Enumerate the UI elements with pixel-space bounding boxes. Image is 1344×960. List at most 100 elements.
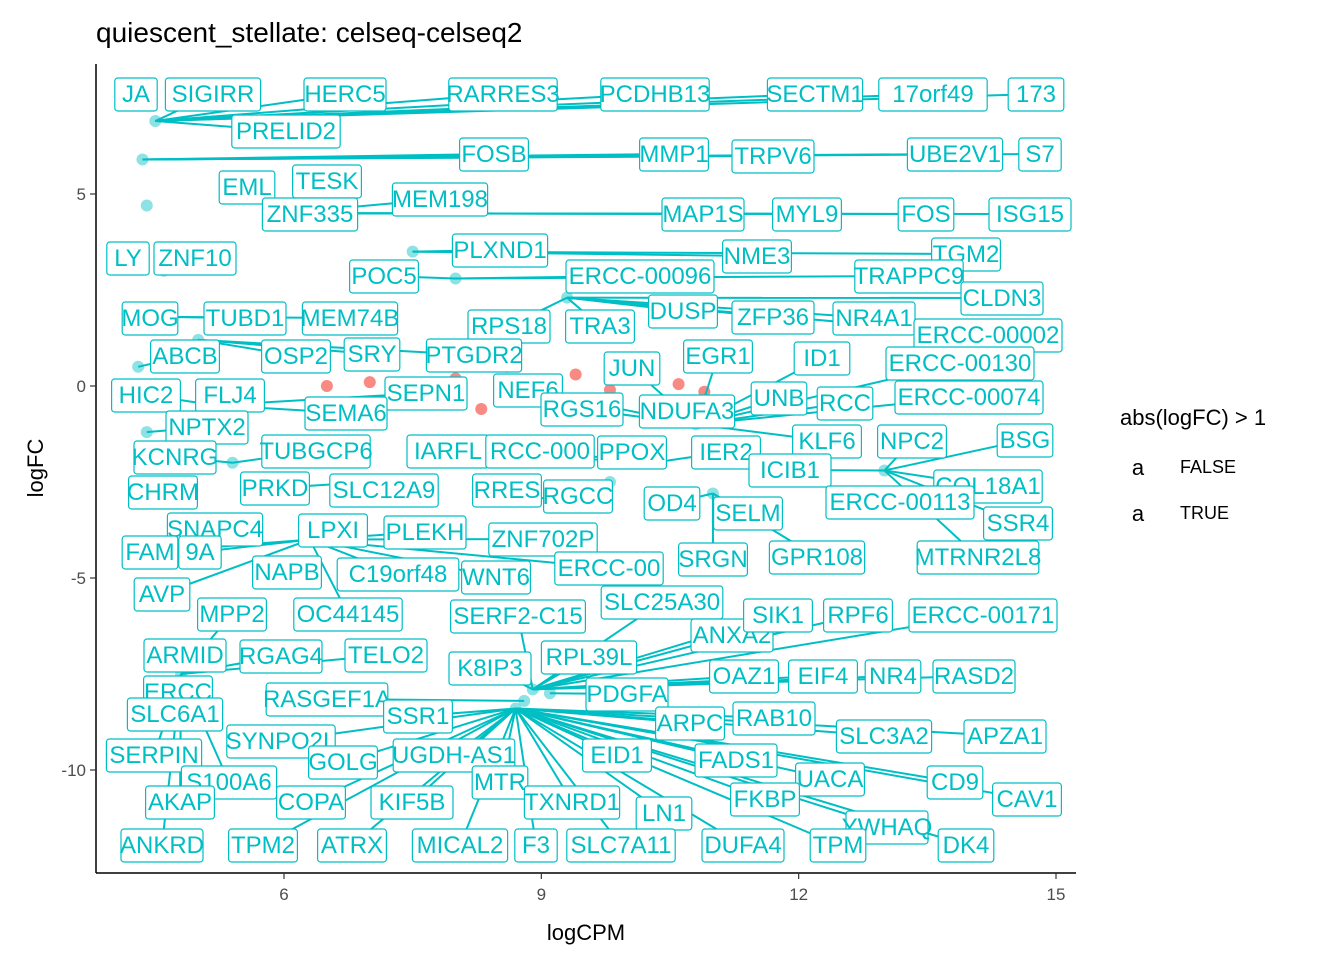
gene-label-text: KIF5B [379,789,446,816]
gene-label: FADS1 [694,743,778,778]
data-point-true [518,694,531,707]
gene-label-text: RGS16 [543,396,622,423]
gene-label-box [638,394,736,429]
gene-label-box [133,577,191,612]
gene-label-text: RPF6 [827,602,888,629]
legend-key-false: a [1132,455,1145,480]
gene-label-box [988,197,1072,232]
gene-label: TESK [292,164,363,199]
gene-label-text: ISG15 [996,201,1064,228]
gene-label-box [121,535,179,570]
gene-label-text: EID1 [590,742,643,769]
gene-label: TPM [809,828,867,863]
gene-label-text: OD4 [647,490,696,517]
gene-label-box [712,496,783,531]
gene-label: DK4 [937,828,995,863]
gene-label: PDGFA [585,677,669,712]
gene-label-box [932,659,1016,694]
gene-label: UACA [794,762,865,797]
y-tick-label: -10 [61,761,86,780]
gene-label: ERCC-00096 [565,259,715,294]
gene-label-text: PDGFA [586,681,667,708]
gene-label-text: IARFL [414,438,482,465]
label-connector [515,707,744,846]
gene-label-text: SERF2-C15 [453,603,582,630]
gene-label-box [370,785,454,820]
gene-label: ISG15 [988,197,1072,232]
gene-label-box [864,659,922,694]
gene-label-box [203,301,287,336]
gene-label: IARFL [406,434,490,469]
gene-label: SELM [712,496,783,531]
gene-label-box [731,300,815,335]
data-point-true [878,464,891,477]
gene-label: CAV1 [991,782,1062,817]
gene-label-text: NPC2 [880,428,944,455]
gene-label-box [721,239,792,274]
gene-label-box [638,137,709,172]
gene-label-box [906,137,1004,172]
gene-label-text: C19orf48 [349,561,448,588]
gene-label: IER2 [690,435,761,470]
gene-label-box [854,259,964,294]
gene-label: UNB [750,381,808,416]
gene-label-text: SRGN [678,546,747,573]
gene-label-text: EIF4 [798,663,849,690]
data-point-true [509,702,522,715]
gene-label: SERF2-C15 [450,599,587,634]
gene-label: FKBP [729,782,800,817]
gene-label-text: SECTM1 [766,81,863,108]
gene-label-box [231,114,341,149]
gene-label-text: ARMID [146,642,223,669]
gene-label-text: ERCC-00171 [912,602,1055,629]
gene-label-box [835,719,933,754]
gene-label-text: ERCC-00096 [569,263,712,290]
gene-label: RGS16 [540,392,624,427]
gene-label: PLEKH [383,515,467,550]
gene-label-box [701,828,785,863]
gene-label-box [581,738,652,773]
gene-label-text: NME3 [724,243,791,270]
data-point-true [226,456,239,469]
data-point-true [561,291,574,304]
axes-layer: 6 9 12 15 5 0 -5 -10 [61,64,1076,904]
gene-label: ERCC-00074 [894,380,1044,415]
gene-label-box [937,828,995,863]
x-tick-label: 15 [1047,885,1066,904]
gene-label: OC44145 [293,597,403,632]
gene-label: COPA [276,785,347,820]
gene-label: ICIB1 [748,453,832,488]
gene-label-text: LN1 [642,800,686,827]
data-point-true [136,153,149,166]
gene-label: DUSP [647,294,718,329]
gene-label: PCDHB13 [600,77,710,112]
gene-label: ARMID [143,638,227,673]
gene-label-text: TELO2 [348,642,424,669]
gene-label: NPC2 [876,424,947,459]
gene-label-box [748,453,832,488]
gene-label-text: S7 [1025,141,1054,168]
gene-label-box [596,435,667,470]
gene-label-box [228,828,299,863]
gene-label: EIF4 [787,659,858,694]
label-connector [567,296,875,319]
gene-label-box [105,738,203,773]
gene-label-box [485,434,595,469]
gene-label-box [301,301,399,336]
gene-label-box [816,386,874,421]
gene-label: ERCC-00 [554,551,664,586]
gene-label-text: MYL9 [776,201,839,228]
gene-label-text: HIC2 [119,382,174,409]
gene-label: TRA3 [564,309,635,344]
gene-label-text: ERCC-00113 [830,489,971,516]
gene-label-text: MMP1 [639,141,708,168]
gene-label: GOLG [308,745,379,780]
gene-label: SRY [343,337,401,372]
gene-label-box [897,197,955,232]
gene-label: MEM198 [391,182,489,217]
gene-label: RASD2 [932,659,1016,694]
gene-label-box [564,309,635,344]
gene-label-box [298,513,369,548]
gene-label-box [392,738,516,773]
gene-label-box [110,378,182,413]
